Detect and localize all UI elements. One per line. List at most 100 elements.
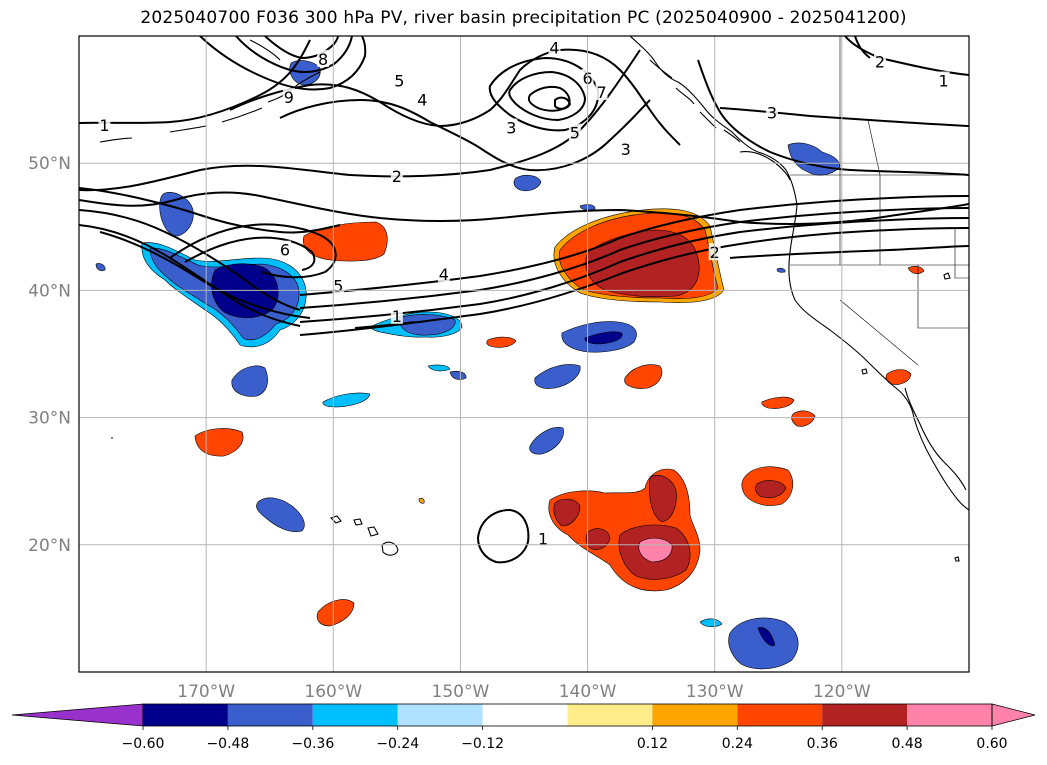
colorbar-cell-5: [567, 704, 653, 726]
pv-contour-label: 1: [392, 307, 402, 326]
pv-contour-jet-7: [79, 191, 969, 225]
pv-label-bg: [437, 264, 450, 282]
colorbar-cell-3: [397, 704, 483, 726]
pv-label-bg: [874, 52, 886, 70]
colorbar-cell-2: [312, 704, 398, 726]
pv-label-bg: [619, 140, 632, 158]
neg-region-small-coast: [776, 267, 786, 273]
pos-region-south-big-mid-a: [553, 498, 581, 527]
pv-contour-label: 8: [318, 50, 328, 69]
pos-region-central-north: [303, 221, 388, 262]
pv-label-bg: [282, 88, 295, 106]
colorbar: −0.60 −0.48 −0.36 −0.24 −0.12 0.12 0.24 0.36 0.4…: [11, 703, 1036, 752]
lon-tick-label: 160°W: [304, 682, 362, 702]
pv-contour-upper-ribbons: [79, 187, 341, 327]
colorbar-tick-label: −0.60: [122, 736, 165, 752]
aleutian-islands: [99, 85, 297, 143]
map-title: 2025040700 F036 300 hPa PV, river basin …: [140, 8, 907, 28]
colorbar-extend-high: [991, 703, 1036, 727]
pos-region-tiny: [418, 497, 425, 504]
pv-contour-label: 1: [538, 529, 548, 548]
pv-label-bg: [332, 276, 345, 294]
pos-region-small-mid: [486, 336, 517, 348]
pv-contour-label: 2: [392, 167, 402, 186]
colorbar-tick-labels: −0.60 −0.48 −0.36 −0.24 −0.12 0.12 0.24 0.36 0.4…: [122, 726, 1008, 752]
longitude-tick-labels: 170°W 160°W 150°W 140°W 130°W 120°W: [177, 682, 871, 702]
lat-tick-label: 20°N: [28, 536, 71, 556]
lat-tick-label: 40°N: [28, 281, 71, 301]
pv-label-bg: [568, 123, 581, 141]
north-america-coast: [629, 36, 969, 511]
pos-region-south-small: [316, 599, 355, 627]
pv-contour-label: 3: [506, 119, 516, 138]
gridlines: [79, 36, 969, 672]
map-frame: [78, 35, 970, 673]
pv-contour-label: 7: [596, 83, 606, 102]
colorbar-tick-label: 0.12: [637, 736, 668, 752]
pos-region-coast-small-b: [791, 410, 816, 427]
pos-region-south-big-peak: [638, 537, 673, 563]
pv-contour-label: 4: [417, 91, 427, 110]
pv-label-bg: [390, 166, 403, 184]
colorbar-tick-label: −0.24: [376, 736, 419, 752]
neg-region-c1: [534, 364, 581, 389]
colorbar-cell-9: [907, 704, 992, 726]
pv-contour-high-ring-8: [508, 70, 587, 122]
pv-label-bg: [317, 49, 330, 67]
pv-label-bg: [765, 103, 778, 121]
pv-contour-label: 2: [875, 52, 885, 71]
pv-contour-jet-2: [299, 217, 969, 323]
neg-region-small-a: [427, 364, 451, 372]
colorbar-cell-4: [482, 704, 568, 726]
pv-contour-label: 3: [621, 140, 631, 159]
pv-label-bg: [278, 240, 291, 258]
pv-contour-2-north: [79, 36, 969, 192]
colorbar-cell-8: [822, 704, 908, 726]
lat-tick-label: 30°N: [28, 409, 71, 429]
pv-contour-4-center: [279, 98, 651, 172]
neg-region-small-b: [449, 370, 467, 380]
pv-label-bg: [98, 116, 111, 134]
canada-provinces: [839, 36, 881, 176]
colorbar-tick-label: −0.36: [291, 736, 334, 752]
colorbar-tick-label: 0.24: [722, 736, 753, 752]
pv-contour-jet-1: [299, 227, 969, 336]
pv-label-bg: [505, 118, 518, 136]
pv-contour-label: 9: [284, 88, 294, 107]
pv-contour-jet-3: [299, 207, 969, 309]
neg-region-central-north: [513, 174, 542, 192]
pos-region-coast-small-d: [907, 266, 925, 274]
neg-region-c4: [529, 427, 564, 455]
colorbar-cell-0: [143, 704, 228, 726]
neg-region-c3: [322, 392, 371, 408]
pv-contour-high-ring-7: [488, 56, 600, 132]
latitude-tick-labels: 20°N 30°N 40°N 50°N: [28, 154, 71, 556]
pv-contour-1-south-loop: [476, 508, 530, 564]
pv-contour-high-center: [554, 96, 572, 110]
pv-label-bg: [537, 529, 550, 547]
pv-contour-label: 6: [280, 241, 290, 260]
pos-region-subtropic-west: [194, 428, 244, 457]
pv-contour-label: 1: [938, 72, 948, 91]
neg-region-c2: [231, 365, 268, 397]
pv-contour-label: 5: [333, 276, 343, 295]
colorbar-tick-label: 0.36: [807, 736, 838, 752]
pv-label-bg: [548, 38, 561, 56]
colorbar-cells: [11, 703, 1036, 727]
colorbar-cell-6: [652, 704, 738, 726]
colorbar-outline: [142, 703, 993, 727]
lon-tick-label: 150°W: [432, 682, 490, 702]
pos-region-south-big-mid-c: [649, 474, 677, 523]
colorbar-tick-label: −0.12: [461, 736, 504, 752]
neg-region-small-west: [95, 263, 106, 272]
colorbar-cell-1: [227, 704, 313, 726]
pos-region-mid-east: [624, 364, 663, 389]
pos-region-coast-small-a: [761, 396, 795, 409]
coastlines: [99, 36, 969, 562]
colorbar-cell-7: [737, 704, 823, 726]
colorbar-tick-label: 0.60: [976, 736, 1007, 752]
pv-label-bg: [390, 306, 403, 324]
pv-contour-label: 3: [767, 103, 777, 122]
